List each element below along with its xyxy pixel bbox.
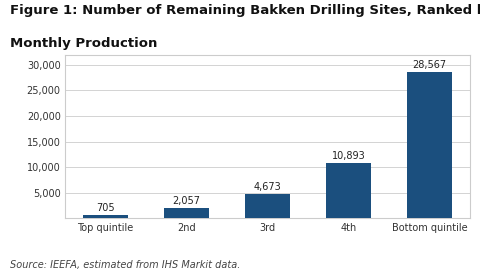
- Text: 705: 705: [96, 203, 115, 213]
- Text: 28,567: 28,567: [413, 60, 447, 70]
- Bar: [245, 194, 290, 218]
- Text: 2,057: 2,057: [173, 196, 201, 206]
- Bar: [408, 72, 452, 218]
- Bar: [326, 163, 371, 218]
- Text: Source: IEEFA, estimated from IHS Markit data.: Source: IEEFA, estimated from IHS Markit…: [10, 260, 240, 270]
- Text: Monthly Production: Monthly Production: [10, 37, 157, 50]
- Text: 10,893: 10,893: [332, 151, 365, 161]
- Bar: [164, 208, 209, 218]
- Text: 4,673: 4,673: [254, 182, 281, 192]
- Text: Figure 1: Number of Remaining Bakken Drilling Sites, Ranked by Peak: Figure 1: Number of Remaining Bakken Dri…: [10, 4, 480, 17]
- Bar: [83, 215, 128, 218]
